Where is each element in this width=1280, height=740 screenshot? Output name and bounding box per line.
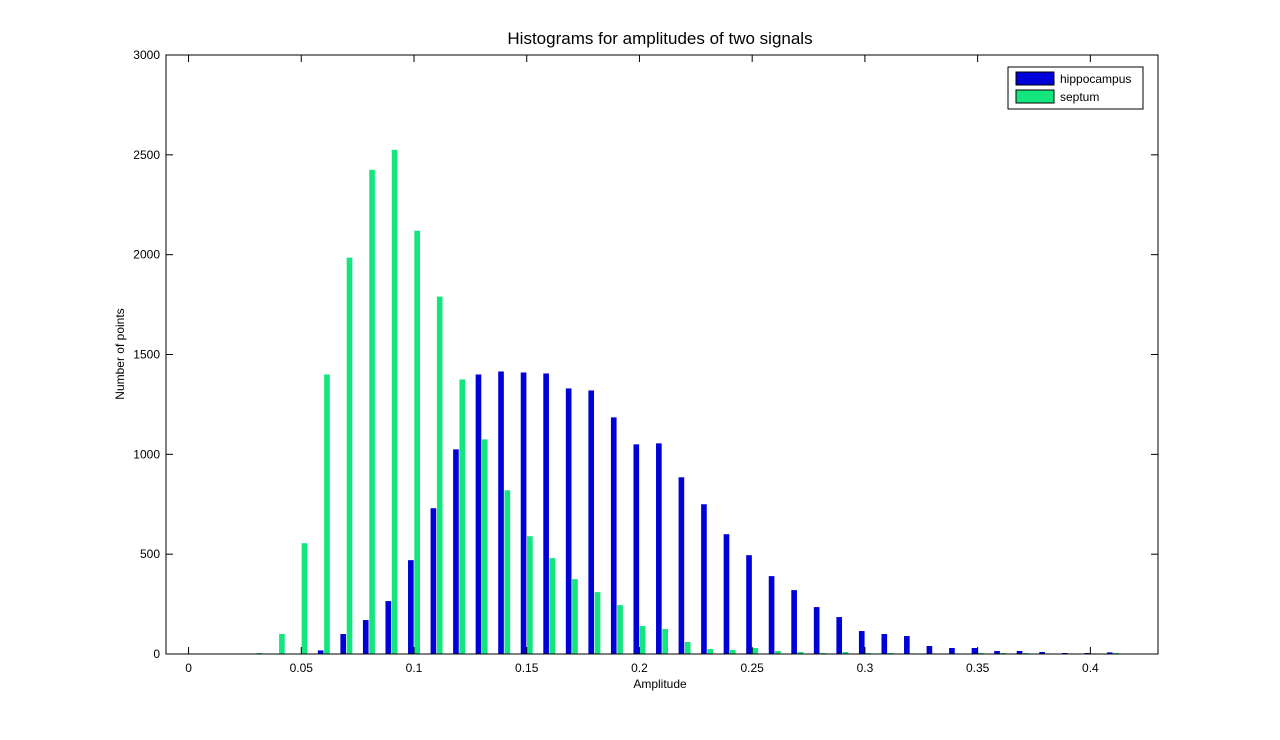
- bar-septum-3: [324, 374, 330, 654]
- chart-title: Histograms for amplitudes of two signals: [507, 29, 812, 48]
- axes-group: 0 0.05 0.1 0.15 0.2 0.25 0.3 0.35 0.4 0 500 1000 150…: [133, 48, 1158, 675]
- y-tick-label-0: 0: [153, 647, 160, 661]
- y-tick-label-1: 500: [140, 547, 160, 561]
- bars-group: [257, 150, 1119, 654]
- bar-septum-10: [482, 439, 488, 654]
- bar-septum-2: [302, 543, 308, 654]
- bar-septum-20: [707, 649, 713, 654]
- bar-septum-7: [414, 231, 420, 654]
- bar-septum-1: [279, 634, 285, 654]
- bar-hippocampus-10: [476, 374, 482, 654]
- bar-hippocampus-22: [746, 555, 752, 654]
- bar-hippocampus-28: [881, 634, 887, 654]
- bar-hippocampus-31: [949, 648, 955, 654]
- bar-septum-22: [753, 648, 759, 654]
- x-tick-label-6: 0.3: [857, 661, 874, 675]
- y-tick-label-5: 2500: [133, 148, 160, 162]
- bar-septum-5: [369, 170, 375, 654]
- legend: hippocampus septum: [1008, 67, 1143, 109]
- bar-hippocampus-13: [543, 373, 549, 654]
- bar-hippocampus-9: [453, 449, 459, 654]
- bar-septum-4: [347, 258, 353, 654]
- bar-hippocampus-8: [431, 508, 437, 654]
- x-tick-label-7: 0.35: [966, 661, 990, 675]
- x-tick-label-0: 0: [185, 661, 192, 675]
- bar-hippocampus-23: [769, 576, 775, 654]
- bar-hippocampus-21: [724, 534, 730, 654]
- bar-septum-11: [505, 490, 511, 654]
- bar-hippocampus-12: [521, 372, 527, 654]
- bar-septum-6: [392, 150, 398, 654]
- bar-septum-21: [730, 650, 736, 654]
- bar-hippocampus-25: [814, 607, 820, 654]
- x-tick-label-3: 0.15: [515, 661, 539, 675]
- bar-septum-13: [550, 558, 556, 654]
- bar-hippocampus-11: [498, 371, 504, 654]
- y-tick-label-6: 3000: [133, 48, 160, 62]
- bar-septum-17: [640, 626, 646, 654]
- bar-hippocampus-30: [927, 646, 933, 654]
- bar-septum-12: [527, 536, 533, 654]
- bar-septum-19: [685, 642, 691, 654]
- bar-hippocampus-17: [633, 444, 639, 654]
- legend-swatch-septum: [1016, 90, 1054, 103]
- bar-hippocampus-27: [859, 631, 865, 654]
- bar-hippocampus-3: [318, 650, 324, 654]
- plot-frame: [166, 55, 1158, 654]
- x-tick-label-2: 0.1: [406, 661, 423, 675]
- bar-hippocampus-18: [656, 443, 662, 654]
- bar-septum-18: [662, 629, 668, 654]
- x-tick-label-5: 0.25: [741, 661, 765, 675]
- bar-septum-9: [459, 379, 465, 654]
- x-tick-label-8: 0.4: [1082, 661, 1099, 675]
- x-tick-label-4: 0.2: [631, 661, 648, 675]
- bar-hippocampus-6: [385, 601, 391, 654]
- bar-hippocampus-7: [408, 560, 414, 654]
- bar-septum-15: [595, 592, 601, 654]
- y-axis-label: Number of points: [113, 308, 127, 399]
- bar-hippocampus-15: [588, 390, 594, 654]
- bar-hippocampus-26: [836, 617, 842, 654]
- bar-hippocampus-5: [363, 620, 369, 654]
- y-tick-label-4: 2000: [133, 248, 160, 262]
- bar-septum-14: [572, 579, 578, 654]
- bar-hippocampus-4: [340, 634, 346, 654]
- legend-swatch-hippocampus: [1016, 72, 1054, 85]
- bar-hippocampus-14: [566, 388, 572, 654]
- bar-hippocampus-29: [904, 636, 910, 654]
- bar-hippocampus-16: [611, 417, 617, 654]
- y-tick-label-3: 1500: [133, 348, 160, 362]
- legend-label-septum: septum: [1060, 90, 1099, 104]
- bar-hippocampus-32: [972, 648, 978, 654]
- bar-hippocampus-19: [679, 477, 685, 654]
- legend-label-hippocampus: hippocampus: [1060, 72, 1131, 86]
- bar-septum-16: [617, 605, 623, 654]
- bar-hippocampus-24: [791, 590, 797, 654]
- y-tick-label-2: 1000: [133, 447, 160, 461]
- x-axis-label: Amplitude: [633, 677, 687, 691]
- bar-septum-8: [437, 297, 443, 654]
- bar-hippocampus-20: [701, 504, 707, 654]
- x-tick-label-1: 0.05: [290, 661, 314, 675]
